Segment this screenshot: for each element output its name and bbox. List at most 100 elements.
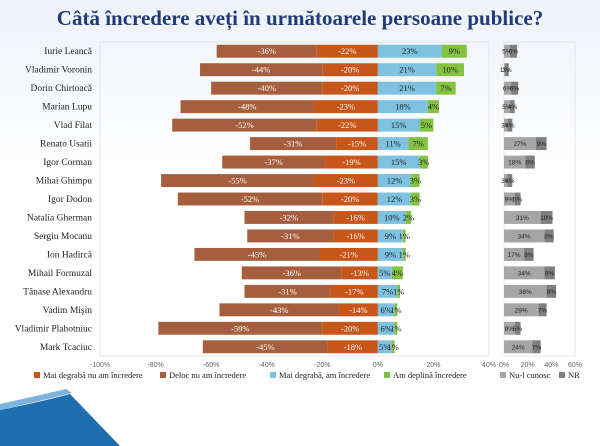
legend-label: NR	[568, 370, 580, 380]
bar-nr	[532, 340, 541, 354]
bar-label-mai-degraba-nu: -59%	[231, 323, 249, 333]
legend-label: Mai degrabă nu am încredere	[43, 370, 143, 380]
bar-nr	[509, 44, 518, 58]
bar-nr	[514, 192, 521, 206]
bar-label-nu-l-cunosc: 3%	[501, 178, 511, 185]
bar-mai-degraba-da	[377, 192, 412, 206]
bar-label-mai-degraba-nu: -45%	[248, 249, 266, 259]
bar-nu-l-cunosc	[504, 155, 526, 169]
category-label: Vlad Filat	[54, 121, 93, 131]
bar-nu-l-cunosc	[504, 229, 545, 243]
bar-deloc-nu	[333, 211, 378, 224]
bar-label-nr: 5%	[513, 197, 523, 204]
bar-label-nu-l-cunosc: 24%	[512, 344, 525, 351]
bar-deloc-nu	[322, 192, 378, 206]
bar-nu-l-cunosc	[504, 63, 506, 77]
corner-swoosh	[0, 394, 120, 446]
category-label: Vladimir Plahotniuc	[15, 324, 92, 334]
bar-label-nu-l-cunosc: 31%	[516, 215, 529, 222]
bar-nr	[535, 137, 547, 151]
bar-label-mai-degraba-da: 15%	[391, 157, 407, 167]
bar-label-mai-degraba-nu: -52%	[241, 194, 259, 204]
side-panel: 5%6%1%3%6%6%5%4%3%4%27% 9%18% 8%3%4%9%5%31…	[499, 41, 582, 369]
bar-mai-degraba-da	[377, 81, 437, 95]
bar-mai-degraba-nu	[222, 155, 326, 169]
bar-deloc-nu	[341, 266, 378, 280]
bar-label-deplina: 4%	[392, 268, 403, 278]
x-tick-label: -40%	[259, 362, 275, 369]
bar-label-deloc-nu: -20%	[341, 323, 359, 333]
bar-nr	[538, 303, 547, 317]
bar-mai-degraba-da	[377, 63, 437, 77]
bar-mai-degraba-da	[377, 340, 392, 354]
bar-label-deplina: 1%	[390, 323, 401, 333]
bar-label-deloc-nu: -20%	[341, 65, 359, 75]
bar-mai-degraba-nu	[177, 192, 323, 206]
bar-mai-degraba-da	[377, 137, 409, 151]
bar-deplina	[394, 303, 398, 317]
bar-mai-degraba-nu	[241, 266, 342, 280]
bar-nr	[540, 211, 553, 224]
bar-mai-degraba-nu	[161, 174, 314, 187]
bar-mai-degraba-da	[377, 44, 442, 58]
legend-swatch	[270, 372, 276, 378]
bar-nu-l-cunosc	[504, 44, 510, 58]
bar-mai-degraba-da	[377, 118, 420, 132]
bar-nr	[525, 155, 535, 169]
bar-label-mai-degraba-da: 12%	[387, 176, 403, 186]
bar-label-mai-degraba-da: 15%	[391, 120, 407, 130]
legend-label: Deloc nu am încredere	[169, 370, 246, 380]
bar-deplina	[441, 44, 467, 58]
bar-nr	[514, 321, 521, 335]
bar-label-nr: 9%	[537, 141, 547, 148]
bar-label-deloc-nu: -22%	[338, 46, 356, 56]
decoration	[0, 389, 120, 446]
bar-mai-degraba-nu	[172, 118, 317, 132]
bar-label-deplina: 1%	[399, 231, 410, 241]
bar-label-deloc-nu: -20%	[341, 83, 359, 93]
corner-swoosh-accent	[0, 389, 72, 410]
bar-mai-degraba-da	[377, 303, 395, 317]
category-label: Sergiu Mocanu	[34, 232, 92, 242]
bar-mai-degraba-da	[377, 100, 428, 114]
bar-label-nr: 6%	[510, 86, 520, 93]
bar-mai-degraba-nu	[216, 44, 317, 58]
category-label: Marian Lupu	[42, 103, 92, 113]
chart-title: Câtă încredere aveți în următoarele pers…	[56, 6, 544, 30]
bar-deloc-nu	[322, 81, 378, 95]
category-label: Ion Hadircă	[47, 250, 93, 260]
bar-label-deloc-nu: -16%	[346, 212, 364, 222]
category-label: Igor Corman	[43, 158, 92, 168]
category-label: Renato Usatii	[40, 140, 92, 150]
bar-label-mai-degraba-da: 6%	[381, 323, 392, 333]
bar-label-mai-degraba-nu: -36%	[283, 268, 301, 278]
bar-label-deplina: 4%	[428, 102, 439, 112]
bar-label-nu-l-cunosc: 1%	[500, 67, 510, 74]
bar-mai-degraba-da	[377, 284, 398, 298]
bar-label-deplina: 3%	[410, 176, 421, 186]
bar-mai-degraba-da	[377, 229, 403, 243]
category-label: Natalia Gherman	[27, 213, 92, 223]
bar-label-nr: 5%	[513, 326, 523, 333]
category-label: Mark Tcaciuc	[40, 343, 92, 353]
category-label: Tănase Alexandru	[23, 287, 92, 297]
bar-label-deloc-nu: -19%	[342, 157, 360, 167]
bar-mai-degraba-da	[377, 321, 395, 335]
bar-label-deloc-nu: -21%	[339, 249, 357, 259]
bar-deloc-nu	[322, 321, 378, 335]
bar-label-deloc-nu: -16%	[346, 231, 364, 241]
category-label: Vladimir Voronin	[25, 66, 92, 76]
legend: Mai degrabă nu am încredere Deloc nu am î…	[34, 370, 580, 380]
bar-label-deloc-nu: -23%	[337, 176, 355, 186]
bar-deloc-nu	[330, 284, 378, 298]
x-tick-label: -60%	[203, 362, 219, 369]
bar-label-nr: 8%	[525, 160, 535, 167]
bar-deloc-nu	[338, 303, 378, 317]
bar-label-deplina: 3%	[410, 194, 421, 204]
bar-deplina	[391, 340, 395, 354]
bar-nu-l-cunosc	[504, 174, 508, 187]
bar-label-nu-l-cunosc: 6%	[503, 86, 513, 93]
bar-label-nr: 6%	[509, 49, 519, 56]
bar-label-mai-degraba-nu: -31%	[281, 231, 299, 241]
